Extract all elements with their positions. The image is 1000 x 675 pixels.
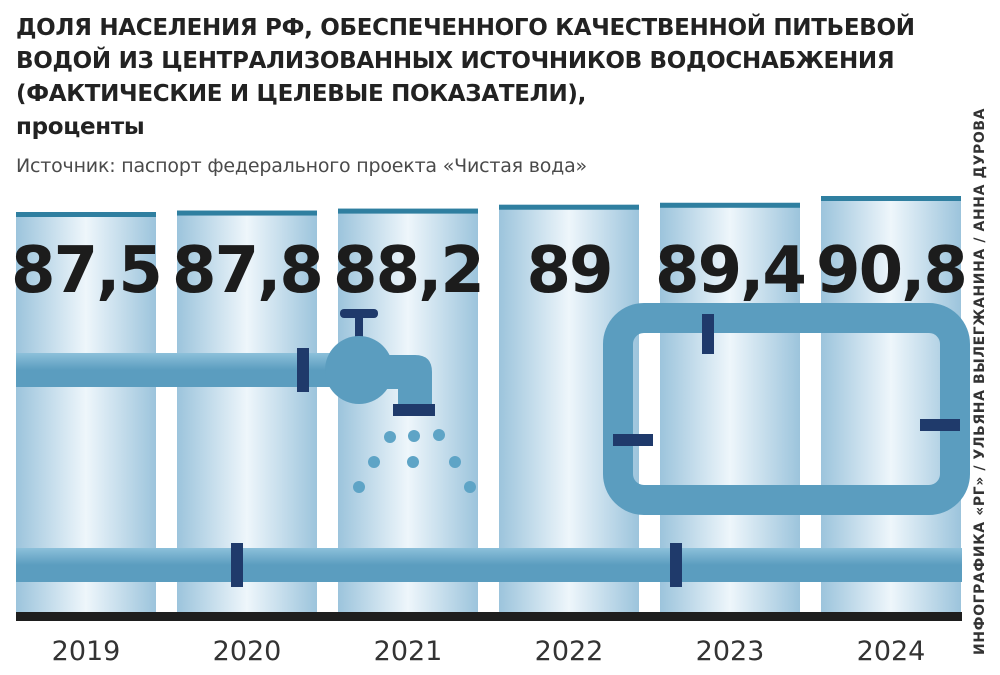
bar-2023 [660,202,800,612]
faucet-body [325,336,393,404]
faucet-handle [340,309,378,318]
pipe-loop [603,303,970,515]
value-label: 89,4 [655,234,805,308]
bar-cap [338,208,478,214]
pipe-loop-shape [603,303,970,515]
value-label: 88,2 [333,234,483,308]
water-drops [353,429,476,493]
pipe-joint [702,314,714,354]
faucet-spout [385,355,432,404]
baseline [16,612,962,621]
year-label: 2021 [374,636,443,667]
chart-title: ДОЛЯ НАСЕЛЕНИЯ РФ, ОБЕСПЕЧЕННОГО КАЧЕСТВ… [16,12,916,144]
faucet-stem [355,315,363,343]
water-drop [384,431,396,443]
chart-title-text: ДОЛЯ НАСЕЛЕНИЯ РФ, ОБЕСПЕЧЕННОГО КАЧЕСТВ… [16,15,915,107]
bar-2020 [177,210,317,612]
year-label: 2024 [857,636,926,667]
year-label: 2019 [52,636,121,667]
water-drop [407,456,419,468]
water-drop [368,456,380,468]
year-label: 2022 [535,636,604,667]
pipes-decoration [16,303,970,621]
bar-body [16,212,156,612]
bar-cap [177,210,317,216]
bar-body [177,210,317,612]
faucet-icon [325,309,435,416]
bar-cap [16,212,156,217]
bar-2019 [16,212,156,612]
pipe-joint [920,419,960,431]
faucet-nozzle [393,404,435,416]
value-label: 90,8 [816,234,966,308]
bar-2024 [821,196,961,612]
bottom-pipe [16,548,962,582]
value-labels-group: 87,5 87,8 88,2 89 89,4 90,8 [11,234,968,308]
chart-source: Источник: паспорт федерального проекта «… [16,155,587,177]
value-label: 87,5 [11,234,161,308]
value-label: 87,8 [172,234,322,308]
bar-cap [499,204,639,210]
bar-cap [821,196,961,201]
water-drop [464,481,476,493]
chart-unit: проценты [16,114,145,140]
pipe-joint [231,543,243,587]
water-drop [408,430,420,442]
water-drop [433,429,445,441]
pipe-joint [670,543,682,587]
pipe-joint [613,434,653,446]
water-drop [353,481,365,493]
bar-body [821,196,961,612]
year-labels-group: 2019 2020 2021 2022 2023 2024 [52,636,926,667]
value-label: 89 [526,234,611,308]
pipe-joint [297,348,309,392]
water-drop [449,456,461,468]
bar-body [660,202,800,612]
year-label: 2020 [213,636,282,667]
bar-cap [660,202,800,208]
year-label: 2023 [696,636,765,667]
left-pipe [16,353,346,387]
